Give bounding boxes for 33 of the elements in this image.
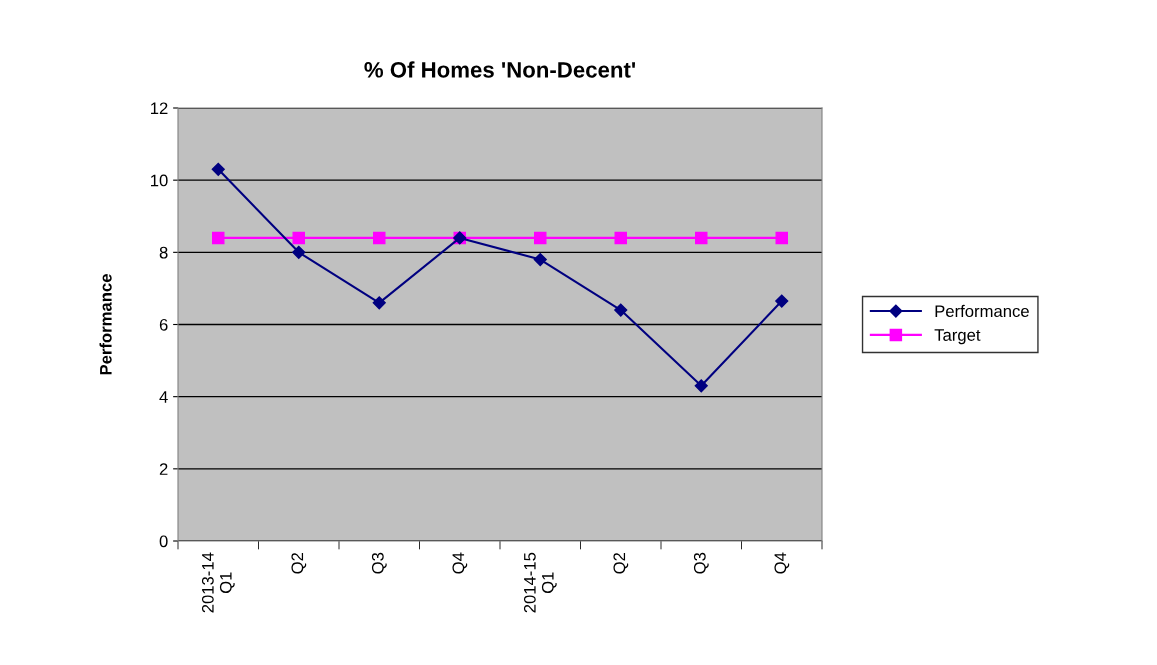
x-tick-label: 2014-15 Q1 [523, 552, 557, 613]
x-tick-label: Q4 [452, 552, 468, 574]
point [694, 379, 708, 393]
x-tick-label: 2013-14 Q1 [201, 552, 235, 613]
legend-label: Performance [935, 304, 1029, 318]
point [372, 296, 386, 310]
y-tick-label: 4 [159, 391, 168, 403]
x-tick-label: Q4 [774, 552, 790, 574]
chart-title: % Of Homes 'Non-Decent' [364, 61, 636, 78]
point [533, 231, 547, 245]
y-tick-label: 6 [159, 318, 168, 331]
point [372, 231, 386, 245]
x-tick-label: Q2 [291, 552, 307, 574]
y-tick-label: 12 [151, 102, 168, 115]
x-tick-label: Q2 [613, 552, 629, 574]
legend-label: Target [934, 329, 981, 345]
point [211, 231, 225, 245]
y-tick-label: 8 [159, 246, 168, 259]
point [775, 231, 789, 245]
point [292, 231, 306, 245]
x-tick-label: Q3 [693, 552, 709, 574]
point [211, 162, 225, 176]
point [292, 245, 306, 259]
x-tick-label: Q3 [371, 552, 387, 574]
point [775, 294, 789, 308]
point [614, 231, 628, 245]
point [694, 231, 708, 245]
point [533, 252, 547, 267]
point [614, 303, 628, 317]
y-tick-label: 2 [159, 463, 168, 475]
y-tick-label: 10 [151, 174, 168, 187]
y-tick-label: 0 [159, 535, 168, 548]
y-axis-title: Performance [99, 274, 112, 375]
